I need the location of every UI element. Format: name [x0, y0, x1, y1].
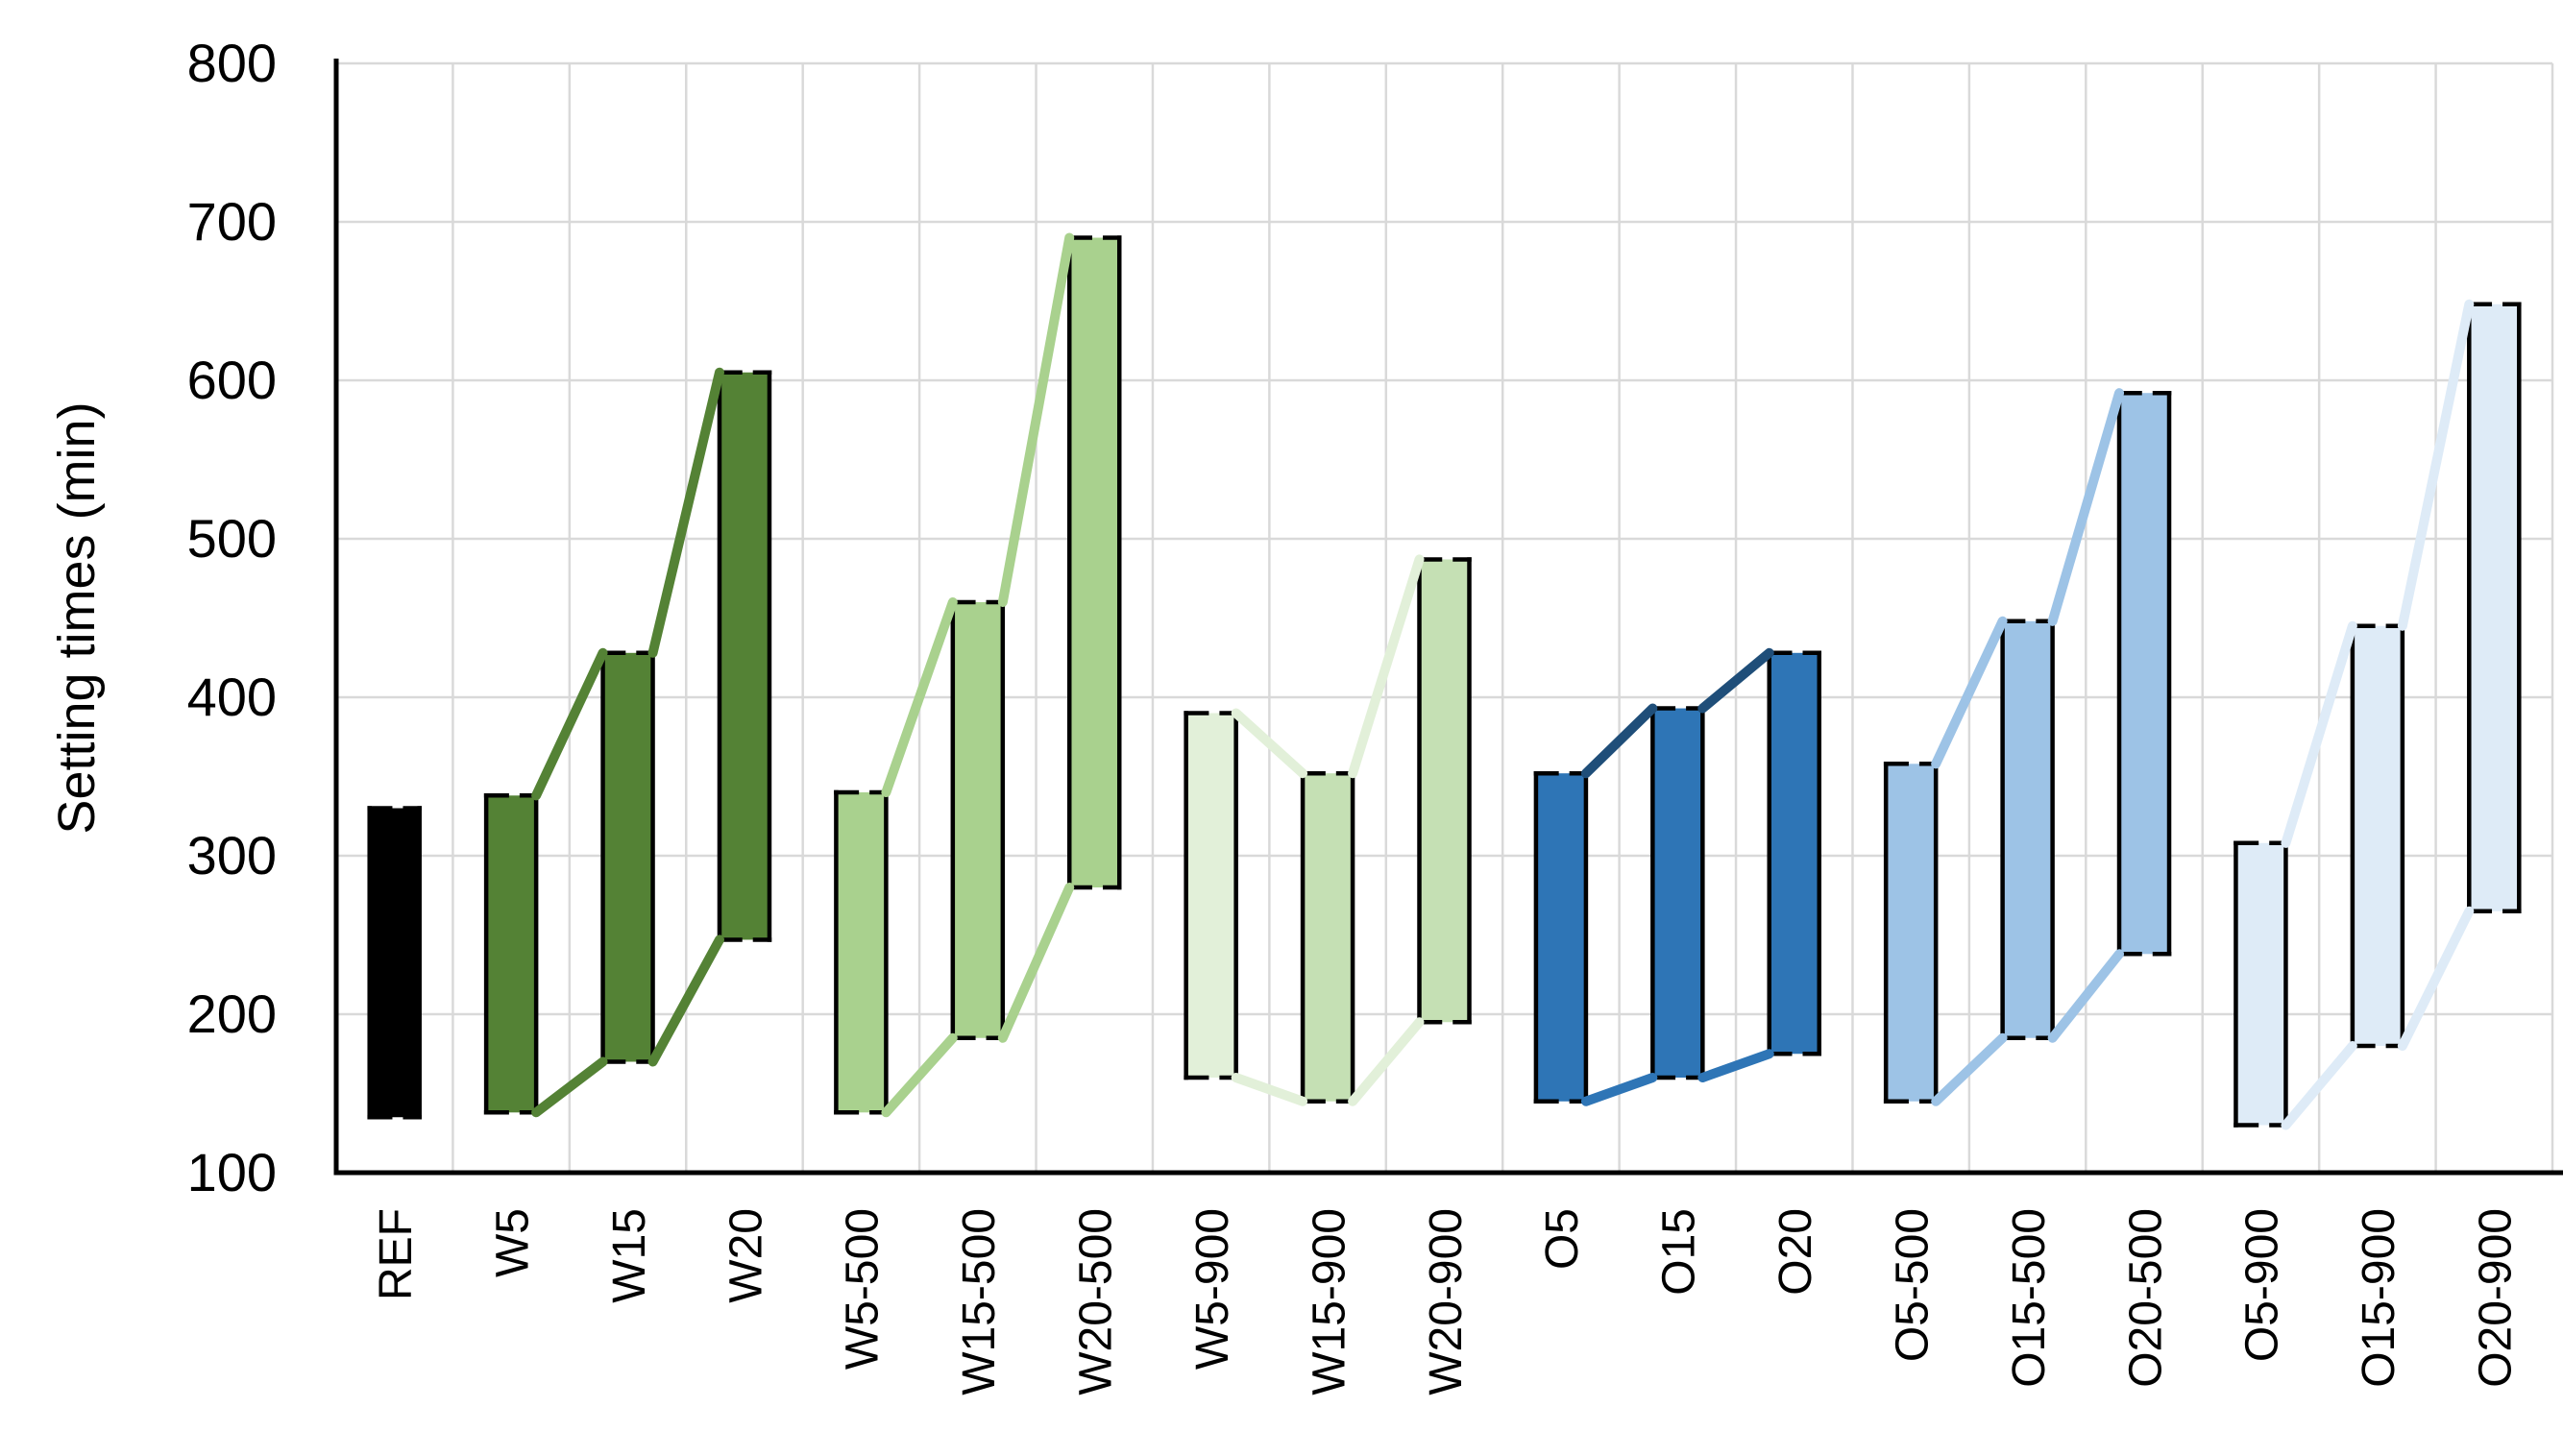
- connector-bottom-W: [647, 934, 724, 1067]
- y-tick-label-700: 700: [187, 191, 277, 252]
- connector-bottom-O-500: [1931, 1032, 2008, 1106]
- connector-top-O-500: [1931, 616, 2008, 769]
- x-tick-label-W15-500: W15-500: [954, 1208, 1005, 1395]
- bar-O15-500: [2002, 620, 2053, 1038]
- x-tick-label-W5: W5: [487, 1208, 538, 1277]
- x-tick-label-O20-500: O20-500: [2120, 1208, 2171, 1388]
- y-tick-label-300: 300: [187, 825, 277, 886]
- x-tick-label-O15-500: O15-500: [2004, 1208, 2055, 1388]
- connector-top-W: [647, 367, 724, 658]
- bar-W15-900: [1303, 773, 1354, 1102]
- connector-bottom-O-900: [2281, 1041, 2357, 1130]
- x-tick-label-W5-500: W5-500: [838, 1208, 889, 1370]
- x-tick-label-W5-900: W5-900: [1187, 1208, 1238, 1370]
- y-axis-title: Setting times (min): [48, 401, 106, 834]
- bar-REF: [369, 808, 420, 1118]
- x-tick-label-O5: O5: [1537, 1208, 1588, 1270]
- connector-bottom-O-500: [2047, 949, 2125, 1043]
- x-tick-label-O20: O20: [1770, 1208, 1821, 1296]
- chart-canvas: 100 200 300 400 500 600 700 800 Setting times (m…: [38, 15, 2563, 1451]
- y-tick-label-400: 400: [187, 667, 277, 727]
- bar-W15-500: [952, 602, 1003, 1038]
- bar-O20-900: [2469, 303, 2520, 911]
- connector-top-O-900: [2397, 299, 2475, 631]
- connector-top-O: [1580, 703, 1658, 779]
- bar-O15: [1652, 708, 1703, 1078]
- bar-W5-900: [1185, 713, 1236, 1078]
- connector-top-W: [531, 647, 608, 801]
- connector-top-W-500: [881, 597, 958, 797]
- bar-W20-500: [1069, 237, 1120, 887]
- bar-O15-900: [2352, 625, 2403, 1046]
- x-tick-label-W15: W15: [604, 1208, 655, 1303]
- connector-bottom-O: [1580, 1073, 1658, 1106]
- bar-W15: [602, 652, 653, 1062]
- bar-W5-500: [836, 792, 887, 1113]
- x-tick-label-REF: REF: [371, 1208, 422, 1300]
- bar-O20-500: [2119, 393, 2170, 955]
- x-tick-label-O15: O15: [1654, 1208, 1705, 1296]
- connector-top-O-500: [2047, 388, 2125, 626]
- x-tick-label-O20-900: O20-900: [2471, 1208, 2522, 1388]
- x-tick-label-O5-500: O5-500: [1887, 1208, 1938, 1362]
- bar-O5-900: [2235, 842, 2286, 1126]
- connector-bottom-W-500: [881, 1032, 958, 1118]
- bar-W20: [719, 372, 769, 940]
- bar-O5: [1535, 773, 1586, 1102]
- connector-bottom-W-900: [1348, 1017, 1425, 1106]
- bar-O20: [1769, 652, 1819, 1055]
- x-tick-label-W15-900: W15-900: [1304, 1208, 1355, 1395]
- bar-O5-500: [1886, 764, 1937, 1102]
- x-tick-label-W20-500: W20-500: [1071, 1208, 1122, 1395]
- connector-top-O-900: [2281, 620, 2357, 848]
- connector-top-W-500: [997, 232, 1075, 607]
- setting-times-range-bar-chart: 100 200 300 400 500 600 700 800 Setting times (m…: [38, 15, 2563, 1451]
- bar-W20-900: [1419, 559, 1470, 1023]
- y-tick-label-500: 500: [187, 508, 277, 569]
- connector-top-W-900: [1231, 708, 1308, 779]
- y-tick-label-200: 200: [187, 983, 277, 1044]
- x-tick-label-O15-900: O15-900: [2354, 1208, 2404, 1388]
- connector-bottom-O-900: [2397, 906, 2475, 1051]
- bar-W5: [486, 795, 537, 1113]
- x-tick-label-O5-900: O5-900: [2237, 1208, 2288, 1362]
- connector-top-O: [1697, 647, 1774, 714]
- x-tick-label-W20-900: W20-900: [1421, 1208, 1472, 1395]
- y-tick-label-600: 600: [187, 350, 277, 410]
- connector-bottom-W-500: [997, 883, 1075, 1043]
- y-tick-label-800: 800: [187, 33, 277, 93]
- connector-bottom-W: [531, 1056, 608, 1118]
- y-tick-label-100: 100: [187, 1142, 277, 1202]
- x-tick-label-W20: W20: [720, 1208, 771, 1303]
- connector-bottom-O: [1697, 1049, 1774, 1082]
- connector-bottom-W-900: [1231, 1073, 1308, 1106]
- connector-top-W-900: [1348, 554, 1425, 779]
